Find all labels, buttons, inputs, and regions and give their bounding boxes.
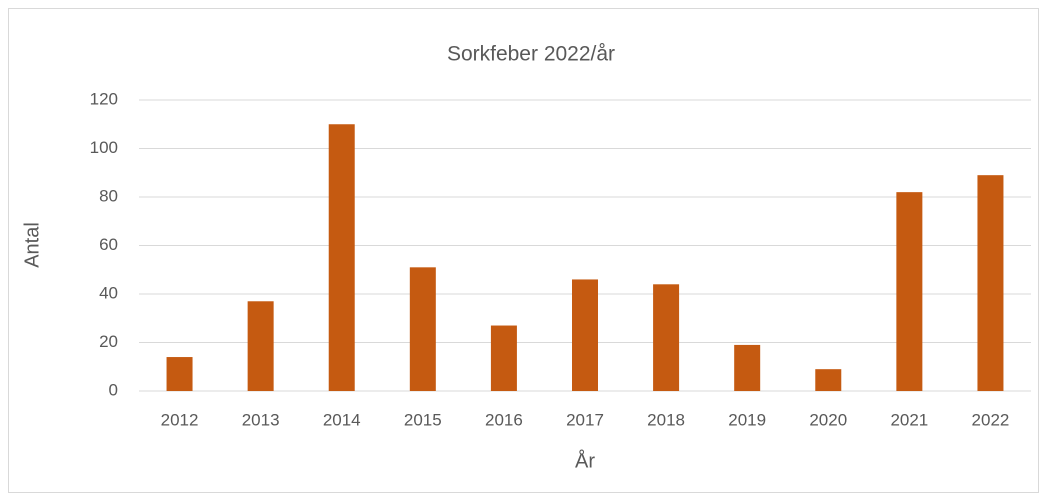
bar — [572, 279, 598, 391]
bar — [490, 325, 517, 391]
y-tick-label: 100 — [90, 138, 118, 157]
x-tick-label: 2013 — [242, 410, 280, 429]
bar — [409, 267, 436, 391]
x-tick-label: 2016 — [485, 410, 523, 429]
y-tick-label: 20 — [99, 332, 118, 351]
x-tick-label: 2015 — [404, 410, 442, 429]
y-tick-label: 60 — [99, 235, 118, 254]
x-tick-label: 2022 — [972, 410, 1010, 429]
y-axis-label: Antal — [21, 222, 43, 268]
x-tick-label: 2021 — [890, 410, 928, 429]
x-tick-label: 2014 — [323, 410, 361, 429]
x-tick-label: 2020 — [809, 410, 847, 429]
bar — [734, 344, 761, 391]
x-tick-label: 2012 — [161, 410, 199, 429]
x-tick-label: 2018 — [647, 410, 685, 429]
y-tick-label: 120 — [90, 89, 118, 108]
x-tick-label: 2017 — [566, 410, 604, 429]
bar — [166, 357, 193, 391]
bar — [247, 301, 274, 391]
y-tick-label: 40 — [99, 283, 118, 302]
bar — [328, 124, 355, 391]
bar — [896, 192, 923, 391]
chart-border — [8, 8, 1039, 493]
bar — [653, 284, 680, 391]
chart-title: Sorkfeber 2022/år — [447, 43, 615, 66]
bar — [977, 175, 1004, 391]
bar — [815, 369, 842, 391]
x-axis-label: År — [575, 449, 595, 472]
y-tick-label: 0 — [109, 380, 118, 399]
x-tick-label: 2019 — [728, 410, 766, 429]
y-tick-label: 80 — [99, 186, 118, 205]
